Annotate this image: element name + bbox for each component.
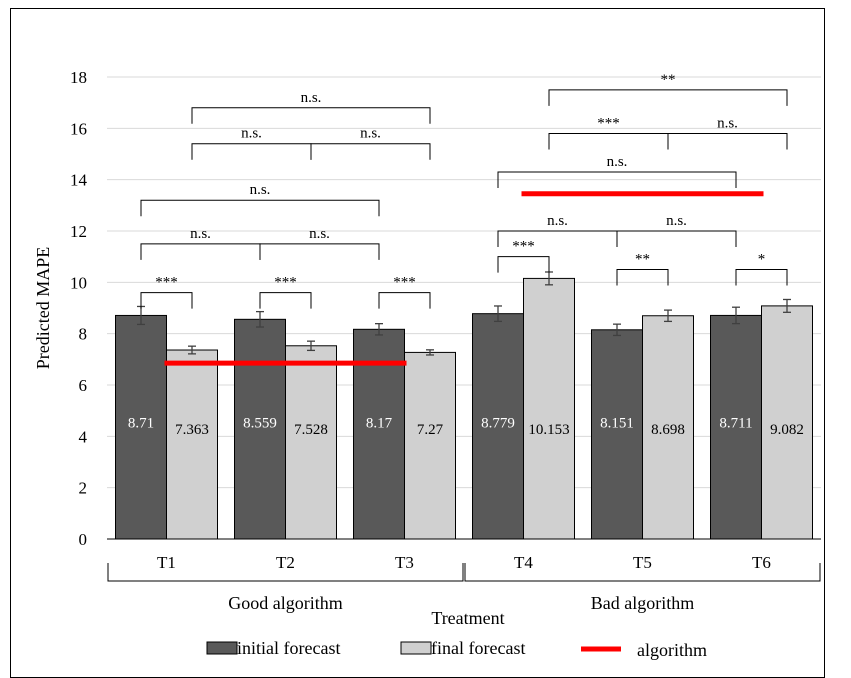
legend-swatch (206, 641, 238, 655)
significance-label: n.s. (666, 213, 687, 229)
significance-label: *** (393, 275, 416, 291)
significance-bracket (548, 132, 669, 150)
bar-value-label: 8.711 (719, 415, 752, 431)
significance-bracket (667, 132, 788, 150)
significance-label: *** (155, 275, 178, 291)
significance-label: n.s. (717, 115, 738, 131)
bar-value-label: 8.559 (243, 415, 277, 431)
bar-value-label: 7.27 (417, 422, 444, 438)
bar-value-label: 9.082 (770, 422, 804, 438)
y-tick-label: 2 (79, 479, 88, 498)
y-tick-label: 8 (79, 325, 88, 344)
significance-label: *** (274, 275, 297, 291)
significance-bracket (191, 143, 312, 160)
significance-bracket (259, 243, 380, 260)
group-bracket (464, 563, 821, 582)
chart-svg: 0 2 4 6 8 10 12 14 16 18 Predicted MAPE 8.71 8.559 8.… (33, 68, 821, 660)
bar-value-label: 8.151 (600, 415, 634, 431)
significance-label: n.s. (301, 90, 322, 106)
bar-value-label: 8.698 (651, 422, 685, 438)
final-forecast-bar (642, 315, 694, 540)
significance-bracket (140, 292, 193, 309)
significance-bracket (497, 256, 550, 273)
y-tick-label: 18 (70, 68, 87, 87)
significance-label: n.s. (250, 182, 271, 198)
final-forecast-bar (523, 277, 575, 540)
group-label: Bad algorithm (591, 593, 694, 613)
significance-bracket (310, 143, 431, 160)
final-forecast-bar (285, 345, 337, 540)
significance-label: ** (635, 252, 650, 268)
bar-value-label: 8.779 (481, 415, 515, 431)
y-tick-label: 10 (70, 273, 87, 292)
significance-label: n.s. (190, 226, 211, 242)
significance-bracket (140, 199, 380, 217)
y-axis-title: Predicted MAPE (33, 247, 53, 369)
bar-value-label: 8.71 (128, 415, 154, 431)
y-tick-label: 16 (70, 119, 87, 138)
significance-bracket (616, 230, 737, 247)
significance-bracket (259, 292, 312, 309)
legend-swatch (400, 641, 432, 655)
significance-bracket (735, 269, 788, 286)
chart-frame: 0 2 4 6 8 10 12 14 16 18 Predicted MAPE 8.71 8.559 8.… (10, 8, 825, 678)
significance-label: * (758, 252, 766, 268)
significance-bracket (191, 107, 431, 124)
y-tick-label: 12 (70, 222, 87, 241)
bar-value-label: 7.363 (175, 422, 209, 438)
initial-forecast-bar (472, 313, 524, 540)
x-axis-title: Treatment (431, 608, 504, 628)
x-tick-label: T1 (157, 553, 176, 572)
legend-label: initial forecast (237, 638, 340, 658)
bar-value-label: 7.528 (294, 422, 328, 438)
significance-label: n.s. (547, 213, 568, 229)
significance-bracket (548, 89, 788, 106)
final-forecast-bar (761, 305, 813, 540)
x-tick-label: T6 (752, 553, 771, 572)
x-tick-label: T4 (514, 553, 533, 572)
significance-label: n.s. (607, 154, 628, 170)
bar-value-label: 10.153 (528, 422, 569, 438)
significance-label: n.s. (360, 126, 381, 142)
significance-bracket (378, 292, 431, 309)
significance-label: ** (661, 72, 676, 88)
y-tick-label: 14 (70, 171, 88, 190)
y-tick-label: 0 (79, 530, 88, 549)
x-tick-label: T2 (276, 553, 295, 572)
significance-bracket (616, 269, 669, 286)
x-tick-label: T3 (395, 553, 414, 572)
group-bracket (107, 563, 464, 582)
significance-bracket (140, 243, 261, 260)
legend-label: final forecast (431, 638, 525, 658)
significance-label: *** (597, 115, 620, 131)
significance-label: n.s. (309, 226, 330, 242)
significance-label: n.s. (241, 126, 262, 142)
y-tick-label: 4 (79, 427, 88, 446)
final-forecast-bar (404, 351, 456, 540)
significance-bracket (497, 171, 737, 188)
y-tick-label: 6 (79, 376, 88, 395)
x-tick-label: T5 (633, 553, 652, 572)
bar-value-label: 8.17 (366, 415, 393, 431)
group-label: Good algorithm (228, 593, 343, 613)
initial-forecast-bar (591, 329, 643, 540)
legend-label: algorithm (637, 640, 707, 660)
initial-forecast-bar (234, 318, 286, 540)
significance-label: *** (512, 239, 535, 255)
final-forecast-bar (166, 349, 218, 540)
